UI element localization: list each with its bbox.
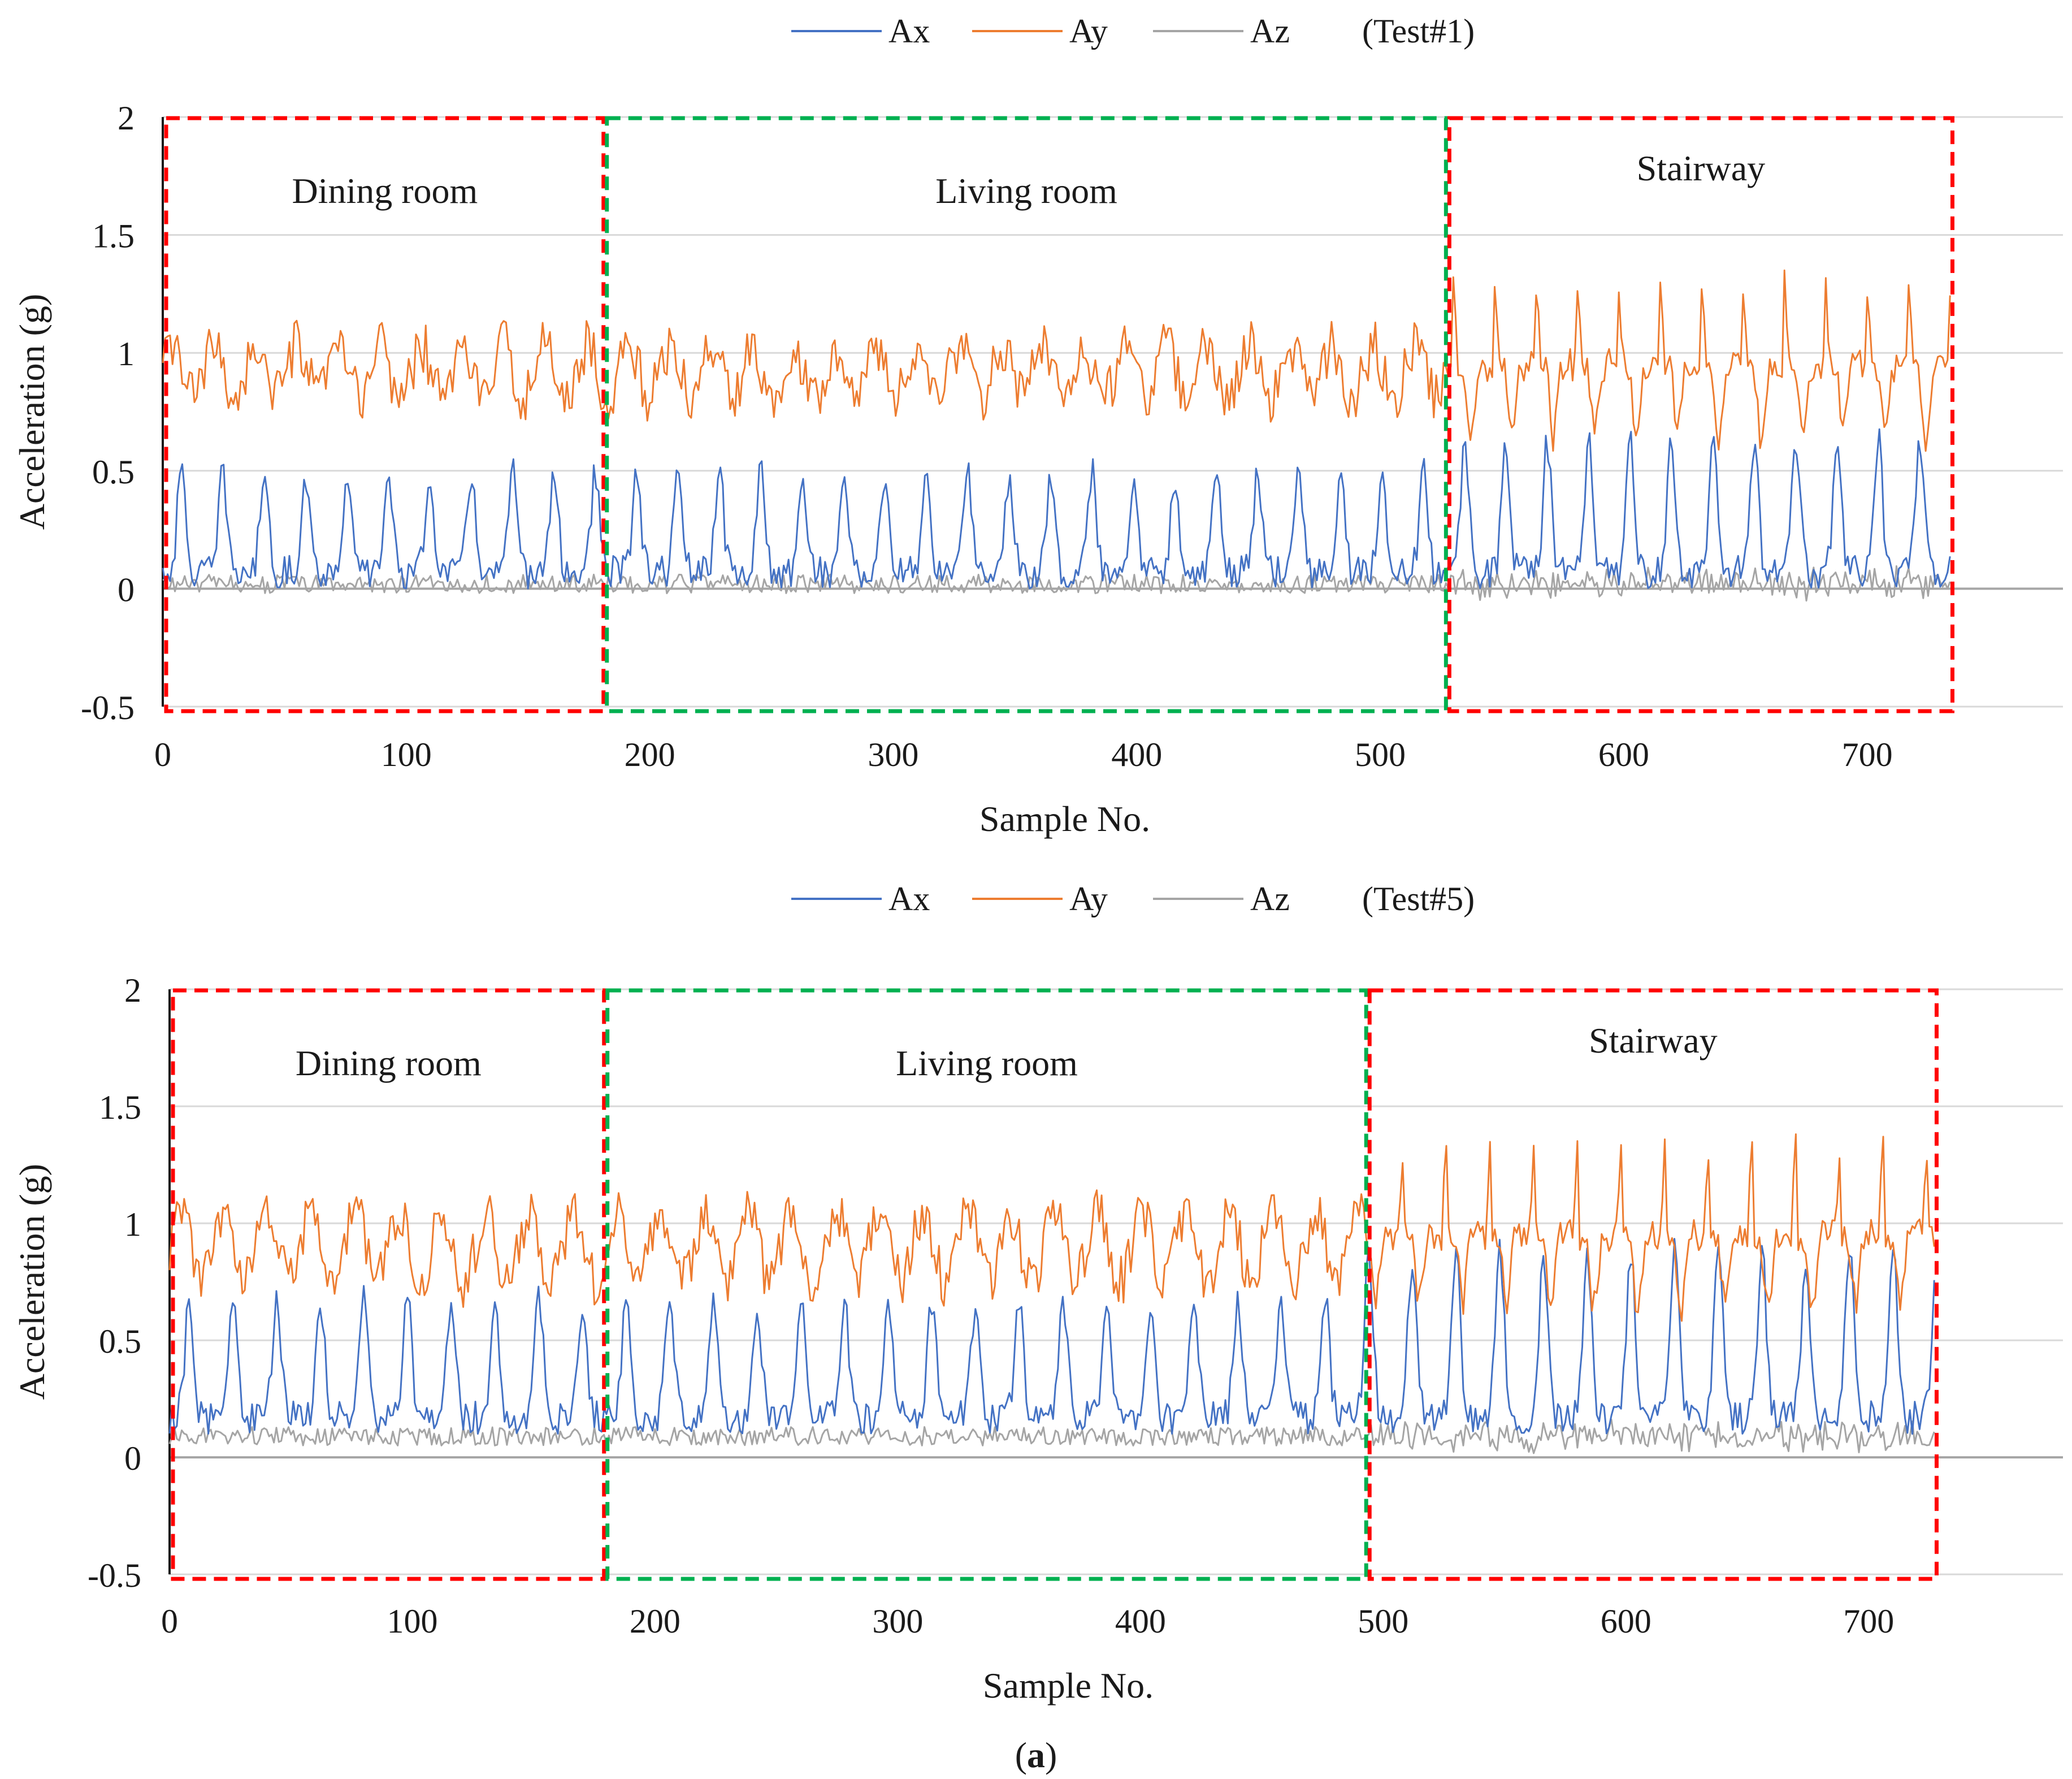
x-tick-label: 400 [1115,1603,1166,1640]
region-box-living-room [605,988,1368,1581]
legend: Ax Ay Az (Test#1) [791,12,1475,50]
test-label: (Test#5) [1362,880,1475,917]
region-label-dining-room: Dining room [292,171,478,211]
x-tick-label: 100 [381,736,432,773]
legend-label-ay: Ay [1069,12,1108,50]
legend-label-ax: Ax [888,12,930,50]
x-tick-label: 200 [625,736,675,773]
x-tick-label: 0 [161,1603,178,1640]
series-line-ay [162,269,1951,452]
series-line-az [162,565,1951,602]
y-tick-label: 2 [124,972,141,1009]
series-group [162,269,1951,602]
y-tick-label: 1.5 [99,1089,141,1126]
y-tick-label: -0.5 [88,1557,141,1594]
y-tick-label: 0.5 [92,453,135,491]
x-tick-label: 400 [1111,736,1162,773]
x-tick-label: 700 [1842,736,1893,773]
legend-label-ax: Ax [888,880,930,917]
y-tick-label: 1 [118,335,135,373]
legend-label-ay: Ay [1069,880,1108,917]
series-line-ay [168,1133,1935,1322]
x-tick-label: 500 [1358,1603,1408,1640]
series-group [168,1133,1935,1455]
test-label: (Test#1) [1362,12,1475,50]
x-tick-label: 200 [630,1603,680,1640]
x-tick-label: 300 [868,736,918,773]
region-box-stairway [1447,116,1954,713]
x-tick-label: 600 [1601,1603,1651,1640]
x-tick-label: 300 [872,1603,923,1640]
region-label-stairway: Stairway [1637,148,1766,188]
region-label-dining-room: Dining room [296,1043,482,1083]
legend-label-az: Az [1250,12,1290,50]
y-tick-label: 0.5 [99,1323,141,1360]
y-axis-title: Acceleration (g) [12,1164,52,1400]
x-tick-label: 600 [1598,736,1649,773]
legend-label-az: Az [1250,880,1290,917]
x-tick-label: 700 [1843,1603,1894,1640]
region-box-dining-room [164,116,606,713]
y-tick-label: 0 [124,1440,141,1477]
y-tick-label: 0 [118,571,135,608]
region-label-living-room: Living room [896,1043,1078,1083]
y-axis-title: Acceleration (g) [12,294,52,530]
chart-panel-2: Ax Ay Az (Test#5) -0.5 0 0.5 1 1.5 2 0 100 200 300 400… [12,880,2063,1706]
series-line-ax [162,428,1951,590]
x-tick-label: 500 [1355,736,1406,773]
y-tick-label: 1 [124,1206,141,1243]
regions: Dining room Living room Stairway [171,988,1939,1581]
region-box-stairway [1367,988,1939,1581]
x-tick-label: 100 [387,1603,437,1640]
legend: Ax Ay Az (Test#5) [791,880,1475,917]
regions: Dining room Living room Stairway [164,116,1954,713]
region-label-living-room: Living room [935,171,1117,211]
region-box-dining-room [171,988,606,1581]
chart-panel-1: Ax Ay Az (Test#1) -0.5 0 0.5 1 1.5 2 0 100 200 300 400… [12,12,2063,839]
series-line-ax [168,1237,1935,1435]
y-tick-label: -0.5 [81,689,135,726]
x-axis-title: Sample No. [983,1665,1154,1706]
x-tick-label: 0 [154,736,171,773]
y-tick-label: 2 [118,99,135,137]
y-tick-label: 1.5 [92,218,135,255]
x-axis-title: Sample No. [979,799,1150,839]
region-label-stairway: Stairway [1589,1020,1718,1061]
figure-caption: (a) [1015,1735,1057,1775]
region-box-living-room [605,116,1448,713]
